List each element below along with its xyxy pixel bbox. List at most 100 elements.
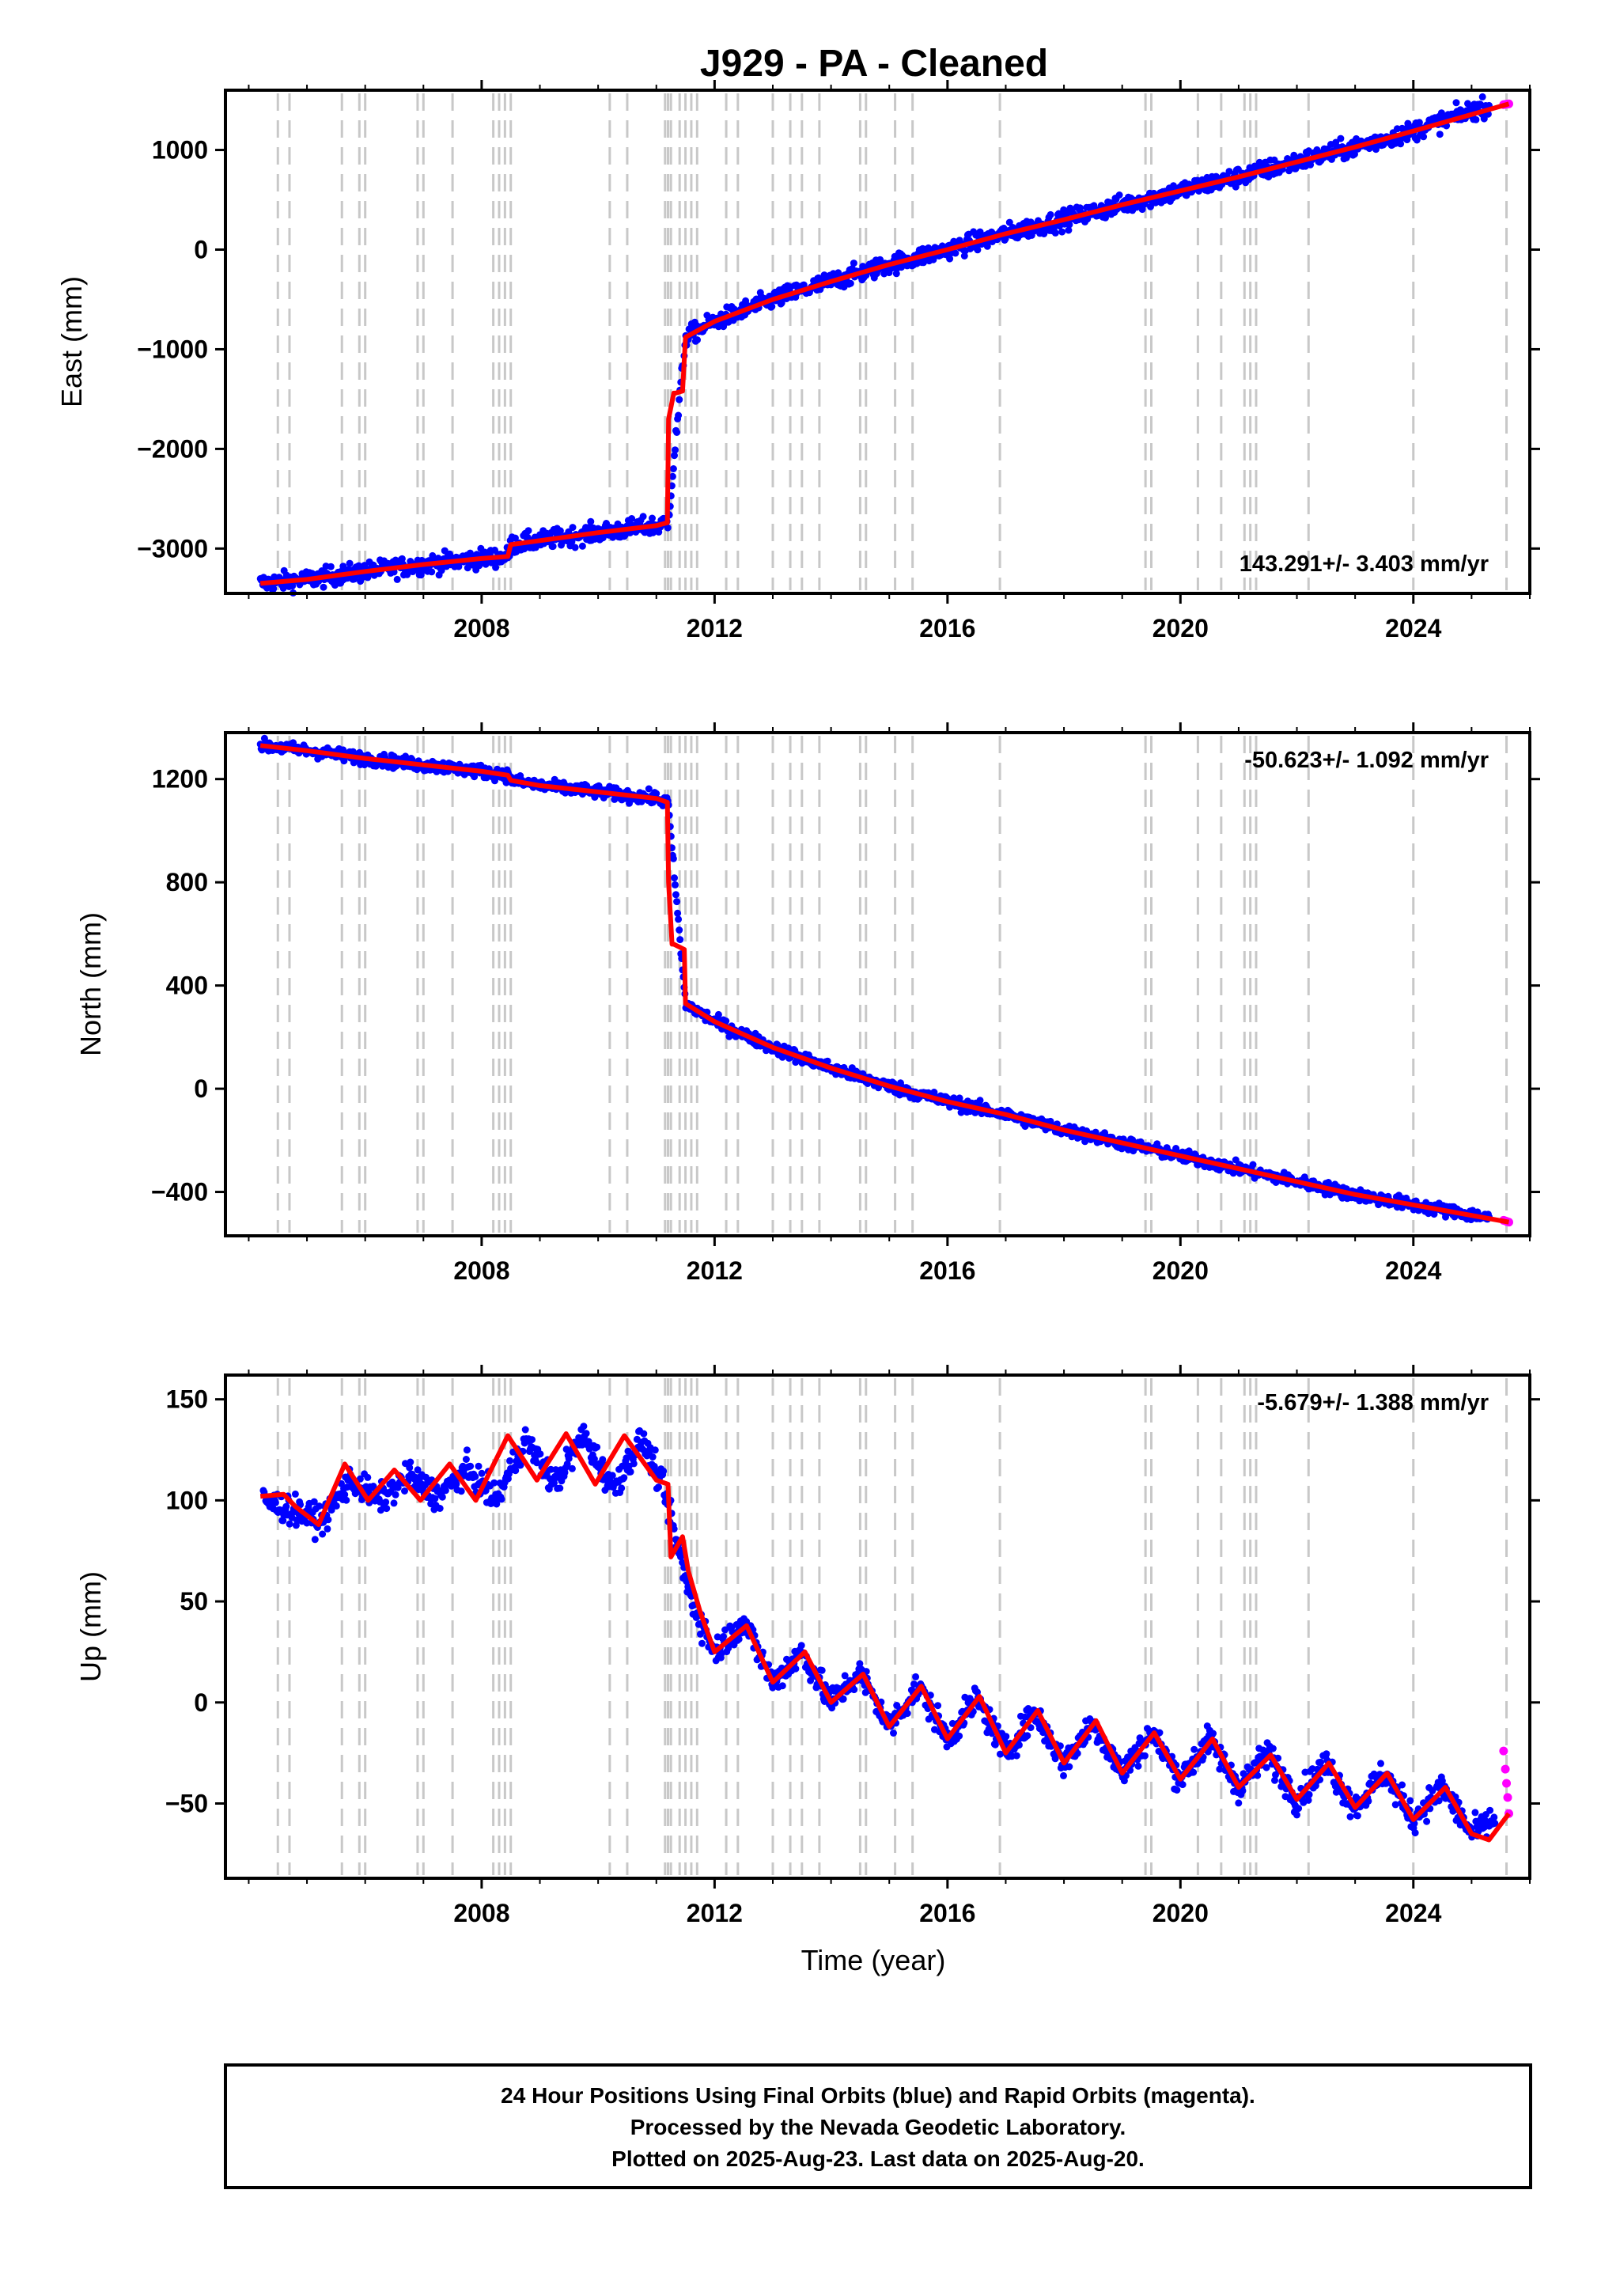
final-orbit-point xyxy=(792,1059,800,1067)
final-orbit-point xyxy=(490,1479,498,1487)
final-orbit-point xyxy=(563,1460,571,1468)
final-orbit-point xyxy=(670,1525,678,1533)
final-orbit-point xyxy=(394,1483,402,1491)
final-orbit-point xyxy=(471,773,479,781)
x-tick-label: 2016 xyxy=(919,1256,975,1285)
final-orbit-point xyxy=(903,1710,911,1718)
final-orbit-point xyxy=(533,1459,541,1467)
final-orbit-point xyxy=(675,411,683,419)
final-orbit-point xyxy=(1290,151,1298,159)
final-orbit-point xyxy=(1337,135,1345,142)
final-orbit-point xyxy=(279,1517,287,1525)
final-orbit-point xyxy=(671,452,678,460)
final-orbit-point xyxy=(346,559,354,567)
final-orbit-point xyxy=(393,575,401,583)
y-tick-label: −1000 xyxy=(137,335,208,363)
x-tick-label: 2024 xyxy=(1385,1899,1441,1927)
final-orbit-point xyxy=(1115,191,1123,199)
final-orbit-point xyxy=(655,1483,662,1491)
final-orbit-point xyxy=(839,1695,847,1703)
final-orbit-point xyxy=(1138,206,1146,214)
final-orbit-point xyxy=(1173,1786,1181,1794)
final-orbit-point xyxy=(797,1642,805,1650)
final-orbit-point xyxy=(341,1491,349,1498)
final-orbit-point xyxy=(320,583,327,591)
final-orbit-point xyxy=(467,1462,475,1470)
final-orbit-point xyxy=(991,1741,999,1749)
final-orbit-point xyxy=(521,1426,529,1434)
final-orbit-point xyxy=(1225,168,1233,176)
final-orbit-point xyxy=(983,242,991,250)
final-orbit-point xyxy=(439,759,447,767)
final-orbit-point xyxy=(668,472,676,480)
final-orbit-point xyxy=(628,515,636,522)
final-orbit-point xyxy=(1047,210,1054,218)
final-orbit-point xyxy=(392,1491,399,1498)
final-orbit-point xyxy=(291,1490,299,1498)
y-tick-label: 150 xyxy=(166,1385,208,1414)
final-orbit-point xyxy=(841,1672,849,1680)
final-orbit-point xyxy=(976,1097,984,1104)
panel-north: 2008 2012 2016 2020 202412008004000−400North… xyxy=(74,722,1540,1285)
final-orbit-point xyxy=(524,527,532,535)
final-orbit-point xyxy=(1024,1732,1031,1740)
final-orbit-point xyxy=(327,563,335,570)
final-orbit-point xyxy=(630,1460,638,1468)
chart-title: J929 - PA - Cleaned xyxy=(700,43,1048,85)
final-orbit-point xyxy=(856,1660,864,1668)
final-orbit-point xyxy=(1060,1771,1067,1779)
y-tick-label: 100 xyxy=(166,1486,208,1514)
rapid-orbit-point-1 xyxy=(1501,1764,1510,1774)
final-orbit-point xyxy=(1323,1750,1330,1758)
final-orbit-point xyxy=(436,1505,444,1512)
y-tick-label: −400 xyxy=(151,1178,208,1207)
final-orbit-point xyxy=(556,1484,564,1492)
y-tick-label: −3000 xyxy=(137,534,208,563)
final-orbit-point xyxy=(382,1498,390,1506)
plot-frame xyxy=(224,89,1531,595)
final-orbit-point xyxy=(664,524,672,532)
final-orbit-point xyxy=(512,1467,520,1475)
final-orbit-point xyxy=(792,1665,800,1673)
final-orbit-point xyxy=(694,336,701,344)
y-tick-label: 50 xyxy=(180,1587,208,1616)
final-orbit-point xyxy=(1005,218,1013,226)
x-tick-label: 2016 xyxy=(919,1899,975,1927)
final-orbit-points xyxy=(259,1423,1499,1841)
final-orbit-point xyxy=(669,465,677,472)
final-orbit-point xyxy=(452,1480,460,1488)
final-orbit-point xyxy=(1065,1763,1073,1771)
final-orbit-point xyxy=(1364,1797,1372,1805)
final-orbit-point xyxy=(568,1464,576,1472)
final-orbit-point xyxy=(549,543,557,551)
final-orbit-point xyxy=(1190,1745,1198,1753)
final-orbit-point xyxy=(343,1496,350,1504)
final-orbit-point xyxy=(673,898,681,906)
x-tick-label: 2008 xyxy=(453,1899,509,1927)
final-orbit-point xyxy=(1423,1817,1431,1825)
final-orbit-point xyxy=(457,1487,465,1495)
y-tick-label: 800 xyxy=(166,868,208,896)
final-orbit-point xyxy=(506,1457,513,1464)
final-orbit-point xyxy=(1239,1786,1247,1794)
rate-label-north: -50.623+/- 1.092 mm/yr xyxy=(1244,748,1489,773)
y-axis-label-north: North (mm) xyxy=(74,912,107,1056)
final-orbit-point xyxy=(383,1505,391,1513)
final-orbit-point xyxy=(735,1635,743,1643)
final-orbit-point xyxy=(1002,1733,1010,1741)
x-tick-label: 2012 xyxy=(687,1256,743,1285)
final-orbit-point xyxy=(398,555,406,563)
final-orbit-point xyxy=(974,1688,981,1696)
final-orbit-point xyxy=(645,785,653,793)
final-orbit-point xyxy=(1317,1758,1325,1766)
final-orbit-point xyxy=(1269,1745,1277,1752)
final-orbit-point xyxy=(498,1495,505,1503)
final-orbit-point xyxy=(390,1499,398,1507)
final-orbit-point xyxy=(660,1467,668,1475)
final-orbit-point xyxy=(407,1458,414,1466)
final-orbit-point xyxy=(778,1682,786,1690)
final-orbit-point xyxy=(1478,93,1486,100)
final-orbit-point xyxy=(671,874,678,882)
